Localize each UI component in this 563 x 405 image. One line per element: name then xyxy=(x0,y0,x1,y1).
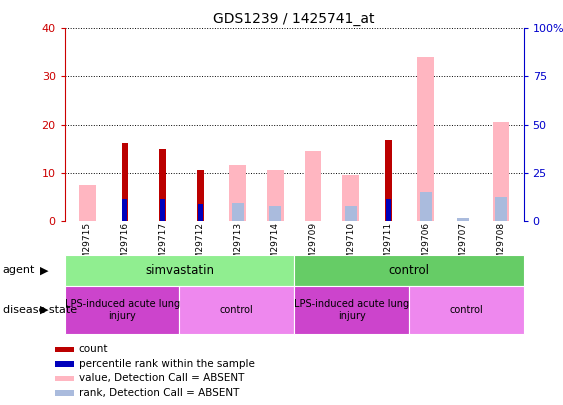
Text: percentile rank within the sample: percentile rank within the sample xyxy=(79,359,254,369)
Text: LPS-induced acute lung
injury: LPS-induced acute lung injury xyxy=(294,299,409,321)
Bar xyxy=(123,199,127,221)
Bar xyxy=(409,286,524,334)
Text: ▶: ▶ xyxy=(39,265,48,275)
Bar xyxy=(294,255,524,286)
Bar xyxy=(196,170,204,221)
Bar xyxy=(160,199,165,221)
Text: control: control xyxy=(220,305,254,315)
Bar xyxy=(55,347,74,352)
Text: LPS-induced acute lung
injury: LPS-induced acute lung injury xyxy=(65,299,180,321)
Bar xyxy=(232,203,244,221)
Text: simvastatin: simvastatin xyxy=(145,264,214,277)
Bar xyxy=(270,206,282,221)
Text: ▶: ▶ xyxy=(39,305,48,315)
Bar xyxy=(229,165,246,221)
Text: count: count xyxy=(79,345,108,354)
Bar xyxy=(159,149,166,221)
Bar xyxy=(386,199,391,221)
Bar xyxy=(294,286,409,334)
Text: control: control xyxy=(449,305,483,315)
Bar xyxy=(385,140,392,221)
Bar xyxy=(493,122,510,221)
Bar xyxy=(420,192,432,221)
Bar xyxy=(305,151,321,221)
Bar xyxy=(495,197,507,221)
Bar xyxy=(55,375,74,381)
Bar xyxy=(342,175,359,221)
Bar xyxy=(55,361,74,367)
Bar xyxy=(65,286,180,334)
Bar xyxy=(180,286,294,334)
Bar xyxy=(417,57,434,221)
Bar xyxy=(267,170,284,221)
Bar xyxy=(345,206,356,221)
Bar xyxy=(458,218,470,221)
Text: rank, Detection Call = ABSENT: rank, Detection Call = ABSENT xyxy=(79,388,239,398)
Bar xyxy=(79,185,96,221)
Text: control: control xyxy=(388,264,430,277)
Text: disease state: disease state xyxy=(3,305,77,315)
Bar xyxy=(65,255,294,286)
Text: value, Detection Call = ABSENT: value, Detection Call = ABSENT xyxy=(79,373,244,384)
Text: agent: agent xyxy=(3,265,35,275)
Bar xyxy=(122,143,128,221)
Bar xyxy=(198,205,203,221)
Bar xyxy=(55,390,74,396)
Title: GDS1239 / 1425741_at: GDS1239 / 1425741_at xyxy=(213,12,375,26)
